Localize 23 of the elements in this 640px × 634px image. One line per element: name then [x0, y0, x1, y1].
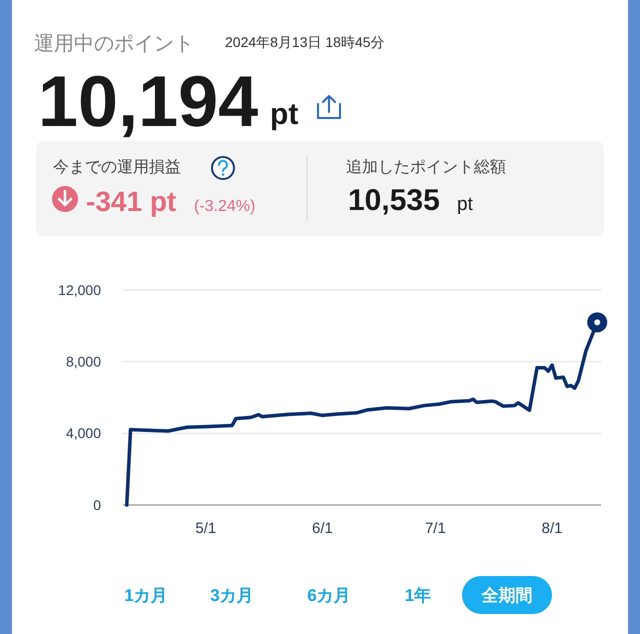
text: pt: [457, 194, 474, 215]
text: 10,535: [348, 184, 440, 217]
text: 今までの運用損益: [53, 158, 181, 176]
chart-title: 運用中のポイント: [34, 33, 194, 55]
chart-subtitle: 2024年8月13日 18時45分: [225, 34, 385, 50]
text: 1年: [404, 586, 432, 605]
text: 1カ月: [124, 586, 168, 605]
text: (-3.24%): [194, 198, 256, 215]
x-tick-label: 8/1: [542, 520, 562, 537]
y-tick-label: 0: [93, 496, 102, 513]
text: pt: [270, 98, 298, 131]
text: 10,194: [38, 62, 258, 142]
x-tick-label: 7/1: [424, 520, 446, 537]
x-tick-label: 6/1: [312, 520, 333, 537]
y-tick-label: 8,000: [66, 354, 102, 370]
text: 追加したポイント総額: [346, 158, 506, 176]
text: 全期間: [480, 586, 532, 605]
text: -341 pt: [86, 186, 176, 217]
y-tick-label: 12,000: [58, 282, 102, 298]
y-tick-label: 4,000: [66, 425, 102, 442]
text: 3カ月: [210, 586, 254, 605]
text: 6カ月: [307, 586, 351, 605]
x-tick-label: 5/1: [195, 520, 216, 537]
